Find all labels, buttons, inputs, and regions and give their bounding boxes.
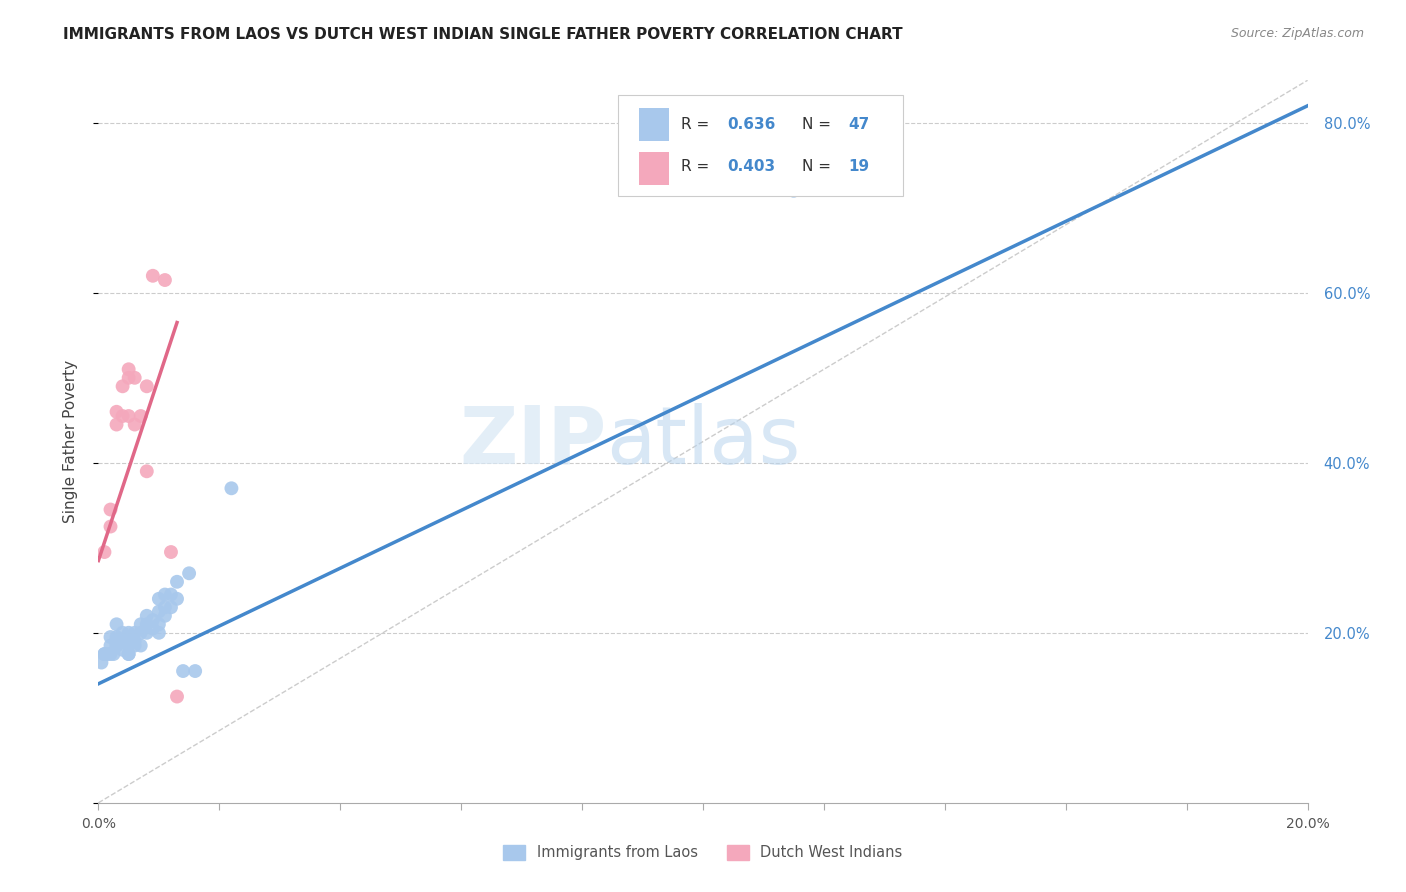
Point bbox=[148, 591, 170, 606]
Point bbox=[166, 574, 188, 589]
Point bbox=[103, 647, 125, 661]
Point bbox=[160, 588, 183, 602]
Point bbox=[100, 502, 122, 516]
Point bbox=[142, 613, 165, 627]
Text: R =: R = bbox=[682, 117, 714, 132]
Point bbox=[129, 409, 152, 423]
Point bbox=[148, 617, 170, 632]
Point bbox=[118, 639, 141, 653]
Point bbox=[153, 588, 176, 602]
FancyBboxPatch shape bbox=[619, 95, 903, 196]
Text: ZIP: ZIP bbox=[458, 402, 606, 481]
Point bbox=[148, 605, 170, 619]
Point bbox=[105, 617, 128, 632]
Point bbox=[153, 608, 176, 623]
Bar bbox=[638, 108, 669, 141]
Point bbox=[160, 600, 183, 615]
Point bbox=[221, 481, 243, 495]
Text: IMMIGRANTS FROM LAOS VS DUTCH WEST INDIAN SINGLE FATHER POVERTY CORRELATION CHAR: IMMIGRANTS FROM LAOS VS DUTCH WEST INDIA… bbox=[63, 27, 903, 42]
Text: N =: N = bbox=[803, 160, 837, 175]
Point bbox=[124, 639, 146, 653]
Point bbox=[124, 371, 146, 385]
Y-axis label: Single Father Poverty: Single Father Poverty bbox=[63, 360, 77, 523]
Point bbox=[783, 184, 806, 198]
Point bbox=[166, 591, 188, 606]
Point bbox=[118, 625, 141, 640]
Point bbox=[111, 625, 134, 640]
Point bbox=[93, 647, 115, 661]
Point bbox=[160, 545, 183, 559]
Point bbox=[111, 379, 134, 393]
Text: R =: R = bbox=[682, 160, 714, 175]
Point bbox=[129, 625, 152, 640]
Point bbox=[111, 634, 134, 648]
Text: 0.636: 0.636 bbox=[727, 117, 776, 132]
Point bbox=[135, 617, 157, 632]
Point bbox=[153, 600, 176, 615]
Point bbox=[118, 647, 141, 661]
Point bbox=[96, 647, 118, 661]
Text: atlas: atlas bbox=[606, 402, 800, 481]
Point bbox=[93, 545, 115, 559]
Text: Source: ZipAtlas.com: Source: ZipAtlas.com bbox=[1230, 27, 1364, 40]
Point bbox=[105, 405, 128, 419]
Point bbox=[118, 371, 141, 385]
Point bbox=[100, 639, 122, 653]
Point bbox=[172, 664, 194, 678]
Text: N =: N = bbox=[803, 117, 837, 132]
Point bbox=[111, 409, 134, 423]
Point bbox=[93, 647, 115, 661]
Point bbox=[118, 362, 141, 376]
Point bbox=[111, 642, 134, 657]
Point bbox=[135, 379, 157, 393]
Point bbox=[124, 634, 146, 648]
Point bbox=[100, 519, 122, 533]
Point bbox=[142, 268, 165, 283]
Point bbox=[179, 566, 201, 581]
Point bbox=[153, 273, 176, 287]
Point bbox=[105, 639, 128, 653]
Bar bbox=[638, 153, 669, 185]
Point bbox=[129, 639, 152, 653]
Point bbox=[124, 417, 146, 432]
Point bbox=[105, 639, 128, 653]
Point bbox=[105, 417, 128, 432]
Point bbox=[129, 617, 152, 632]
Point bbox=[148, 625, 170, 640]
Text: 0.403: 0.403 bbox=[727, 160, 775, 175]
Point bbox=[105, 630, 128, 644]
Text: 19: 19 bbox=[848, 160, 869, 175]
Point bbox=[135, 608, 157, 623]
Point bbox=[118, 634, 141, 648]
Point bbox=[124, 625, 146, 640]
Point bbox=[166, 690, 188, 704]
Point bbox=[135, 625, 157, 640]
Text: 47: 47 bbox=[848, 117, 869, 132]
Point bbox=[142, 622, 165, 636]
Point bbox=[100, 630, 122, 644]
Point bbox=[184, 664, 207, 678]
Point bbox=[90, 656, 112, 670]
Point bbox=[100, 647, 122, 661]
Point bbox=[118, 409, 141, 423]
Point bbox=[118, 647, 141, 661]
Legend: Immigrants from Laos, Dutch West Indians: Immigrants from Laos, Dutch West Indians bbox=[496, 838, 910, 868]
Point bbox=[135, 464, 157, 478]
